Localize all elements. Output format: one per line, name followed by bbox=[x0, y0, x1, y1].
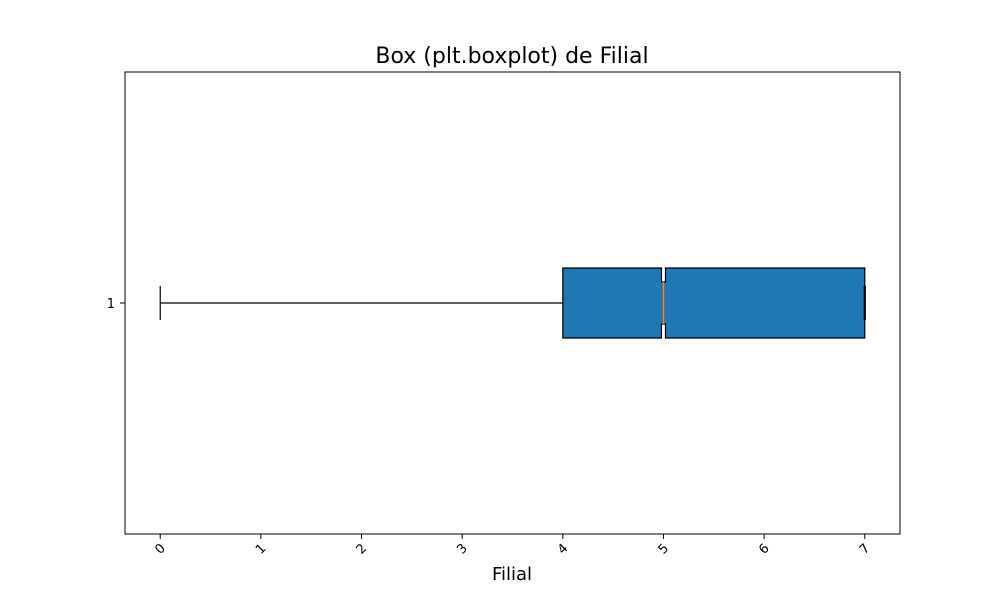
chart-title: Box (plt.boxplot) de Filial bbox=[375, 44, 648, 69]
x-tick-label: 6 bbox=[756, 541, 772, 557]
x-axis-label: Filial bbox=[492, 564, 532, 585]
x-tick-label: 3 bbox=[454, 541, 470, 557]
x-tick-label: 0 bbox=[152, 541, 168, 557]
plot-layer: 0 1 2 3 4 5 6 7 1 bbox=[107, 267, 873, 558]
box-body bbox=[562, 267, 866, 339]
x-tick-label: 1 bbox=[253, 541, 269, 557]
y-tick-label: 1 bbox=[107, 297, 115, 312]
x-tick-label: 2 bbox=[354, 541, 370, 557]
plot-frame bbox=[124, 71, 901, 535]
x-tick-label: 7 bbox=[857, 541, 873, 557]
x-tick-label: 4 bbox=[555, 541, 571, 557]
x-tick-label: 5 bbox=[656, 541, 672, 557]
